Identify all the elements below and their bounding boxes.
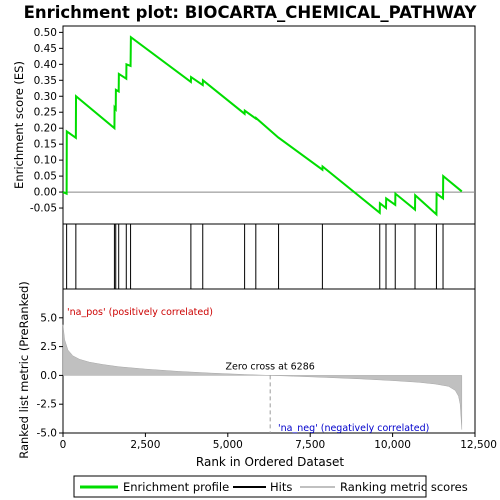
es-y-tick-label: 0.15 xyxy=(34,139,57,151)
x-tick-label: 10,000 xyxy=(374,439,411,451)
es-y-tick-label: 0.45 xyxy=(34,43,57,55)
legend-hits-label: Hits xyxy=(270,480,292,494)
hits-panel-frame xyxy=(63,224,475,289)
hits-panel xyxy=(63,224,475,289)
es-y-tick-label: 0.05 xyxy=(34,171,57,183)
x-tick-label: 7,500 xyxy=(295,439,325,451)
x-tick-label: 0 xyxy=(60,439,67,451)
es-panel-frame xyxy=(63,26,475,224)
legend-ranking-label: Ranking metric scores xyxy=(340,480,468,494)
rank-y-axis-label: Ranked list metric (PreRanked) xyxy=(17,281,31,459)
legend-enrichment-label: Enrichment profile xyxy=(123,480,229,494)
es-y-axis-label: Enrichment score (ES) xyxy=(12,61,26,189)
rank-y-tick-label: 0.0 xyxy=(40,370,57,382)
es-y-tick-label: 0.00 xyxy=(34,187,57,199)
x-tick-label: 12,500 xyxy=(460,439,497,451)
es-y-tick-label: 0.40 xyxy=(34,59,57,71)
es-y-tick-label: -0.05 xyxy=(30,203,57,215)
es-y-tick-label: 0.35 xyxy=(34,75,57,87)
es-y-tick-label: 0.30 xyxy=(34,91,57,103)
rank-y-tick-label: -2.5 xyxy=(37,399,58,411)
es-y-tick-label: 0.50 xyxy=(34,27,57,39)
x-axis-label: Rank in Ordered Dataset xyxy=(196,455,344,469)
rank-y-tick-label: 2.5 xyxy=(40,341,57,353)
x-tick-label: 5,000 xyxy=(213,439,243,451)
negative-correlation-label: 'na_neg' (negatively correlated) xyxy=(278,423,429,434)
positive-correlation-label: 'na_pos' (positively correlated) xyxy=(67,307,213,318)
es-panel: -0.05 0.00 0.05 0.10 0.15 0.20 0.25 0.30 0.35 0.4… xyxy=(12,26,475,224)
es-y-tick-label: 0.10 xyxy=(34,155,57,167)
rank-y-tick-label: -5.0 xyxy=(37,428,58,440)
x-tick-label: 2,500 xyxy=(130,439,160,451)
es-y-tick-label: 0.25 xyxy=(34,107,57,119)
rank-y-tick-label: 5.0 xyxy=(40,312,57,324)
zero-cross-label: Zero cross at 6286 xyxy=(226,361,315,372)
es-y-tick-label: 0.20 xyxy=(34,123,57,135)
chart-title: Enrichment plot: BIOCARTA_CHEMICAL_PATHW… xyxy=(24,3,478,22)
legend: Enrichment profile Hits Ranking metric s… xyxy=(74,476,468,497)
